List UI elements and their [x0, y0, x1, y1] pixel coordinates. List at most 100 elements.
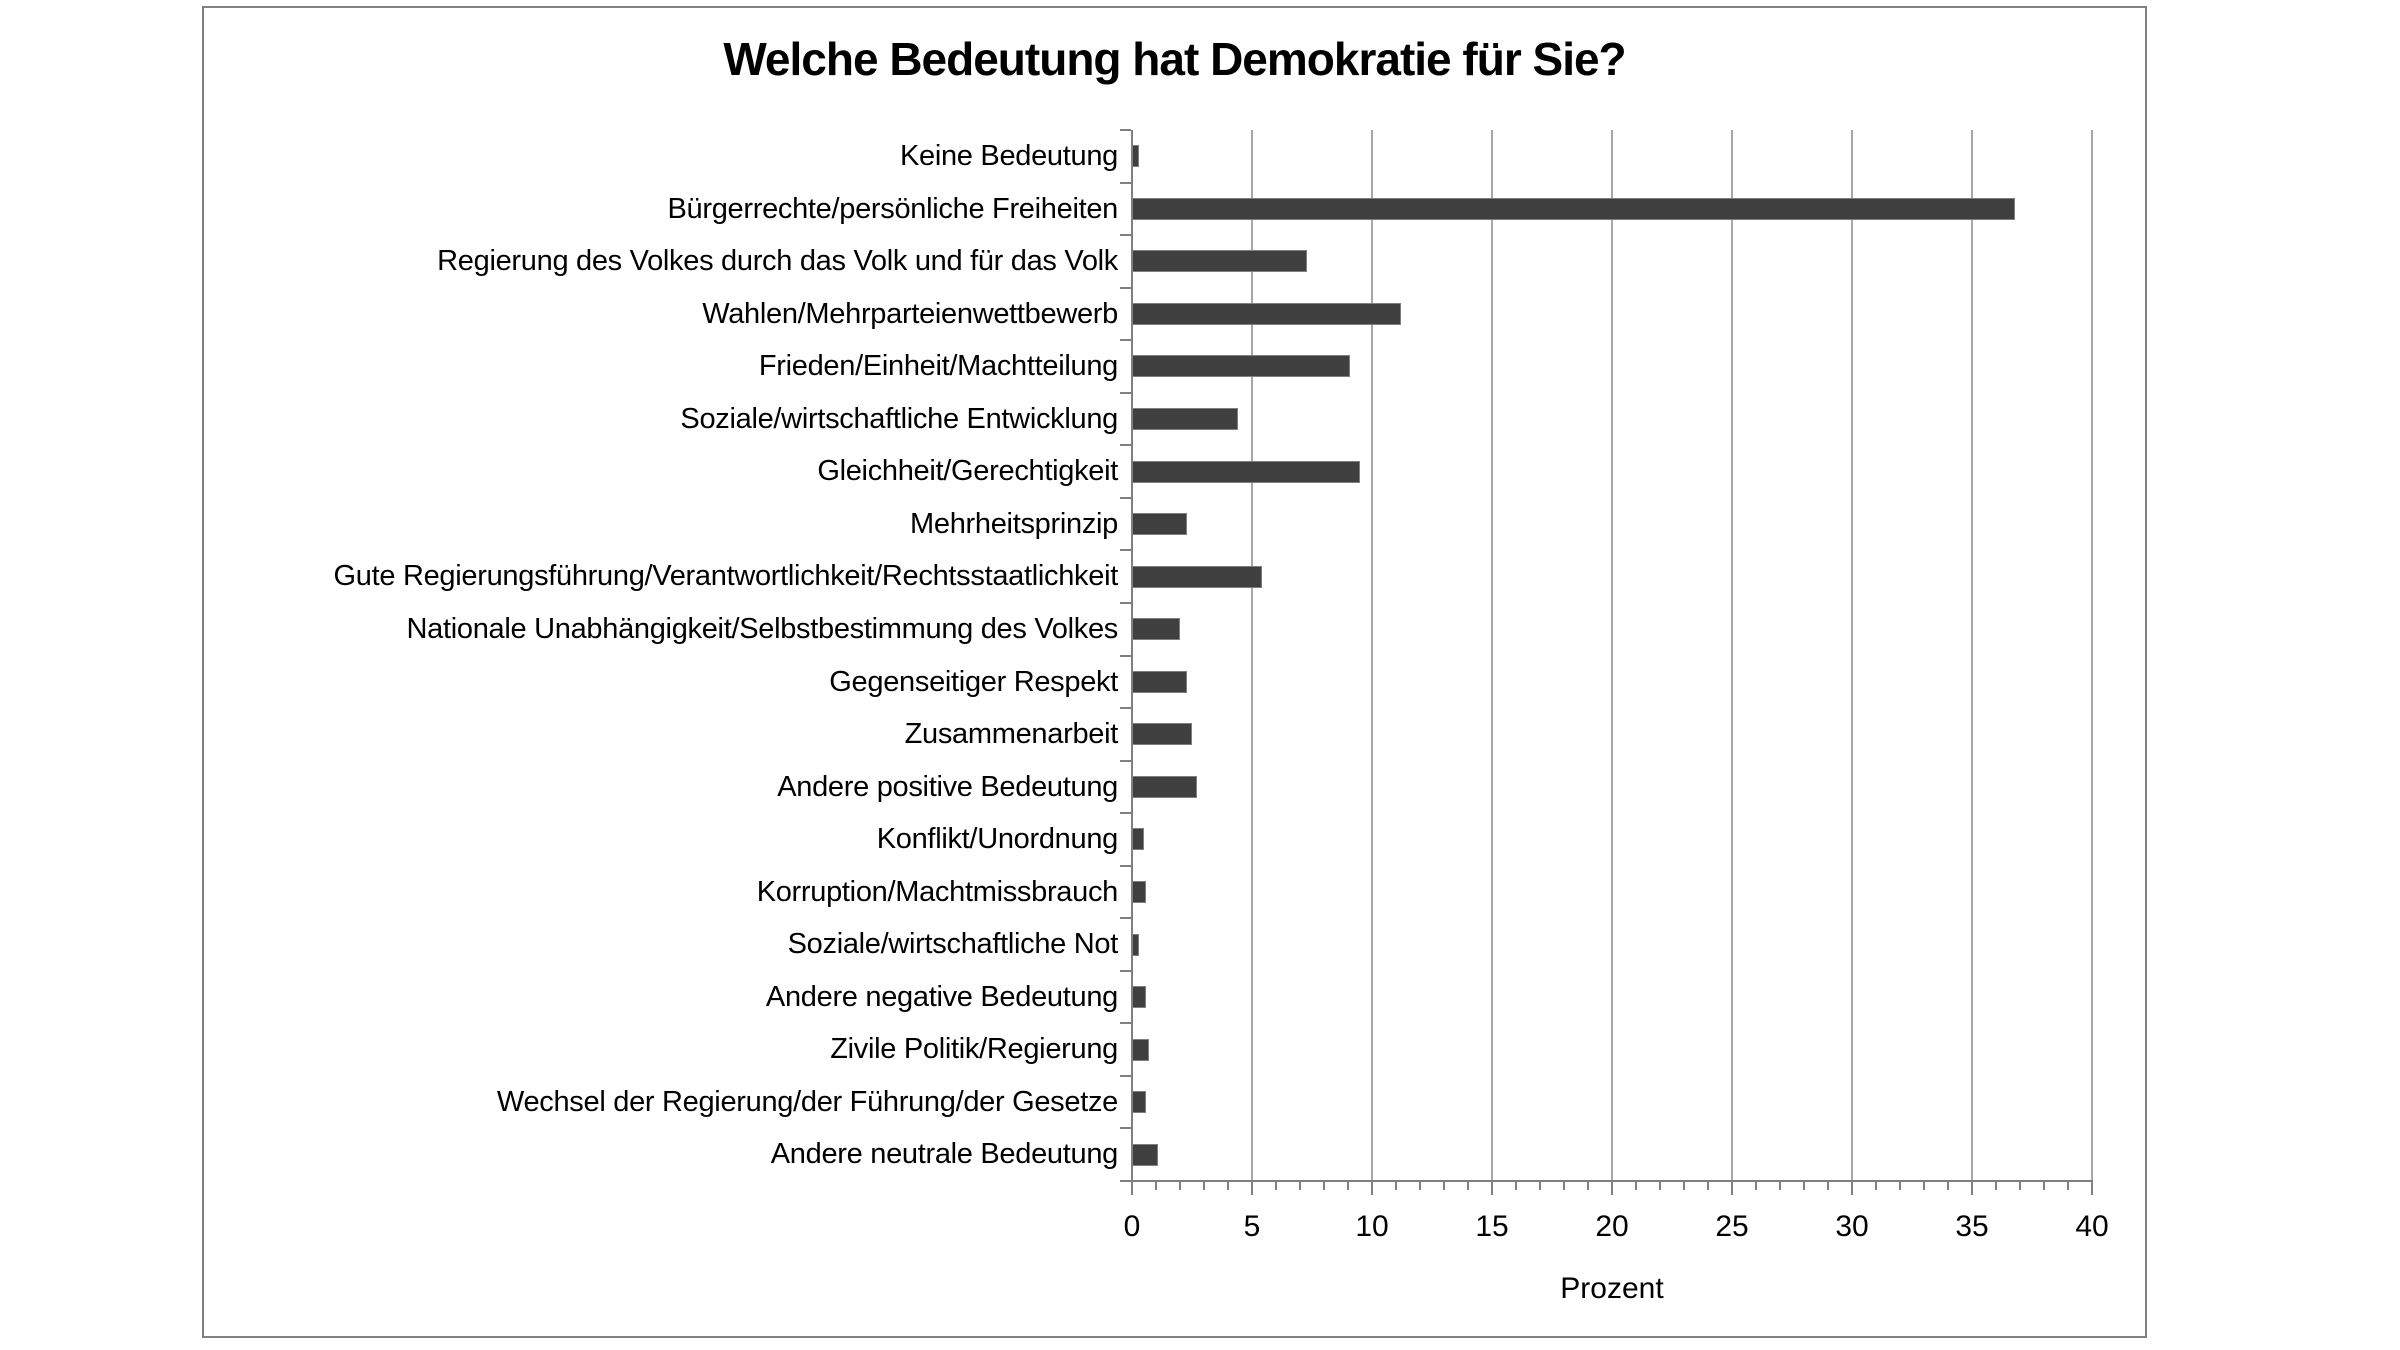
y-axis-tick: [1120, 917, 1131, 920]
x-axis-minor-tick: [1539, 1181, 1541, 1190]
x-tick-label-0: 0: [1123, 1210, 1141, 1243]
x-axis-minor-tick: [1323, 1181, 1325, 1190]
category-label-5: Soziale/wirtschaftliche Entwicklung: [680, 402, 1118, 435]
x-axis-minor-tick: [1659, 1181, 1661, 1190]
x-axis-minor-tick: [1683, 1181, 1685, 1190]
x-axis-minor-tick: [1203, 1181, 1205, 1190]
x-axis-major-tick: [1731, 1181, 1733, 1195]
x-tick-label-20: 20: [1595, 1210, 1629, 1243]
x-axis-minor-tick: [1779, 1181, 1781, 1190]
x-tick-label-10: 10: [1355, 1210, 1389, 1243]
x-axis-minor-tick: [1875, 1181, 1877, 1190]
x-tick-label-5: 5: [1243, 1210, 1261, 1243]
x-axis-minor-tick: [1395, 1181, 1397, 1190]
x-tick-label-25: 25: [1715, 1210, 1749, 1243]
y-axis-tick: [1120, 549, 1131, 552]
bar-3: [1132, 302, 1401, 325]
bar-5: [1132, 408, 1238, 431]
x-axis-title: Prozent: [1560, 1272, 1664, 1305]
bar-15: [1132, 933, 1140, 956]
gridline-5: [1251, 130, 1253, 1181]
bar-13: [1132, 828, 1144, 851]
bar-9: [1132, 618, 1180, 641]
x-axis-minor-tick: [1155, 1181, 1157, 1190]
category-label-15: Soziale/wirtschaftliche Not: [787, 928, 1119, 961]
category-label-0: Keine Bedeutung: [899, 140, 1118, 172]
x-axis-major-tick: [1611, 1181, 1613, 1195]
y-axis-tick: [1120, 234, 1131, 237]
x-axis-major-tick: [1251, 1181, 1253, 1195]
x-axis-major-tick: [1971, 1181, 1973, 1195]
x-tick-label-40: 40: [2075, 1210, 2109, 1243]
category-label-4: Frieden/Einheit/Machtteilung: [758, 350, 1118, 383]
bar-2: [1132, 250, 1308, 273]
x-axis-minor-tick: [1347, 1181, 1349, 1190]
x-axis-minor-tick: [1827, 1181, 1829, 1190]
x-axis-major-tick: [2091, 1181, 2093, 1195]
category-label-13: Konflikt/Unordnung: [876, 823, 1119, 856]
x-axis-minor-tick: [1947, 1181, 1949, 1190]
category-label-3: Wahlen/Mehrparteienwettbewerb: [702, 297, 1118, 330]
bar-10: [1132, 670, 1188, 693]
x-axis-minor-tick: [1803, 1181, 1805, 1190]
x-tick-label-35: 35: [1955, 1210, 1989, 1243]
bar-11: [1132, 723, 1192, 746]
category-label-17: Zivile Politik/Regierung: [830, 1033, 1118, 1066]
x-axis-minor-tick: [1515, 1181, 1517, 1190]
x-axis-minor-tick: [1467, 1181, 1469, 1190]
gridline-25: [1731, 130, 1733, 1181]
bar-1: [1132, 197, 2016, 220]
x-axis-minor-tick: [2019, 1181, 2021, 1190]
chart-title: Welche Bedeutung hat Demokratie für Sie?: [723, 33, 1626, 85]
x-axis-minor-tick: [1707, 1181, 1709, 1190]
gridline-30: [1851, 130, 1853, 1181]
category-label-16: Andere negative Bedeutung: [765, 980, 1118, 1013]
x-axis-minor-tick: [1587, 1181, 1589, 1190]
y-axis-tick: [1120, 1074, 1131, 1077]
bar-6: [1132, 460, 1360, 483]
category-label-2: Regierung des Volkes durch das Volk und …: [437, 245, 1118, 278]
category-label-9: Nationale Unabhängigkeit/Selbstbestimmun…: [406, 612, 1119, 645]
gridline-20: [1611, 130, 1613, 1181]
y-axis-tick: [1120, 391, 1131, 394]
bar-4: [1132, 355, 1351, 378]
y-axis-tick: [1120, 286, 1131, 289]
bar-12: [1132, 775, 1197, 798]
y-axis-tick: [1120, 181, 1131, 184]
x-axis-minor-tick: [1899, 1181, 1901, 1190]
gridline-35: [1971, 130, 1973, 1181]
bar-8: [1132, 565, 1262, 588]
category-label-6: Gleichheit/Gerechtigkeit: [817, 455, 1118, 488]
bar-14: [1132, 880, 1147, 903]
x-axis-minor-tick: [1227, 1181, 1229, 1190]
category-label-10: Gegenseitiger Respekt: [829, 665, 1118, 698]
y-axis-tick: [1120, 759, 1131, 762]
x-tick-label-15: 15: [1475, 1210, 1509, 1243]
bar-19: [1132, 1143, 1159, 1166]
y-axis-tick: [1120, 601, 1131, 604]
y-axis-tick: [1120, 654, 1131, 657]
y-axis-tick: [1120, 496, 1131, 499]
bar-17: [1132, 1038, 1149, 1061]
y-axis-tick: [1120, 339, 1131, 342]
y-axis-tick: [1120, 1180, 1131, 1182]
x-axis-minor-tick: [1995, 1181, 1997, 1190]
x-axis-minor-tick: [1443, 1181, 1445, 1190]
bar-16: [1132, 986, 1147, 1009]
bar-7: [1132, 513, 1188, 536]
x-axis-major-tick: [1131, 1181, 1133, 1195]
y-axis-tick: [1120, 969, 1131, 972]
x-axis-minor-tick: [2067, 1181, 2069, 1190]
bar-18: [1132, 1091, 1147, 1114]
x-axis-major-tick: [1851, 1181, 1853, 1195]
x-axis-minor-tick: [1419, 1181, 1421, 1190]
x-axis-major-tick: [1491, 1181, 1493, 1195]
x-axis-minor-tick: [2043, 1181, 2045, 1190]
y-axis-tick: [1120, 864, 1131, 867]
x-axis-minor-tick: [1179, 1181, 1181, 1190]
y-axis-tick: [1120, 129, 1131, 131]
y-axis-tick: [1120, 1127, 1131, 1130]
x-axis-minor-tick: [1563, 1181, 1565, 1190]
y-axis-tick: [1120, 444, 1131, 447]
